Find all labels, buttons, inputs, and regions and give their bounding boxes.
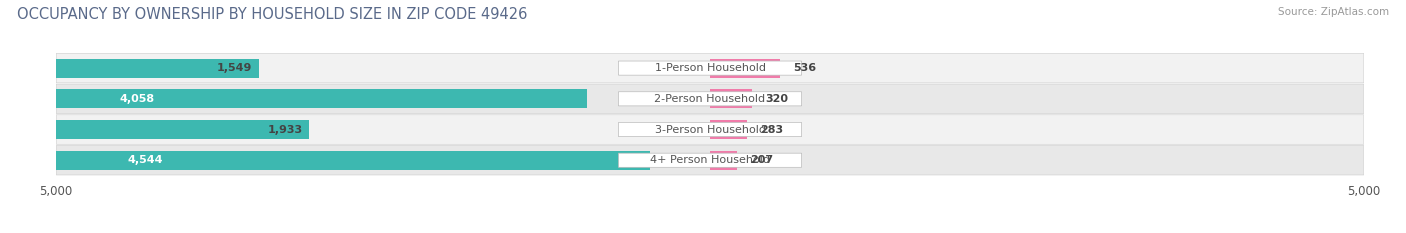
Text: OCCUPANCY BY OWNERSHIP BY HOUSEHOLD SIZE IN ZIP CODE 49426: OCCUPANCY BY OWNERSHIP BY HOUSEHOLD SIZE… [17, 7, 527, 22]
Text: 1,933: 1,933 [267, 124, 302, 134]
Text: 320: 320 [765, 94, 787, 104]
FancyBboxPatch shape [56, 84, 1364, 113]
FancyBboxPatch shape [56, 53, 1364, 83]
FancyBboxPatch shape [56, 145, 1364, 175]
Text: 4+ Person Household: 4+ Person Household [650, 155, 770, 165]
FancyBboxPatch shape [619, 61, 801, 75]
Bar [710, 151, 737, 170]
Text: 3-Person Household: 3-Person Household [655, 124, 765, 134]
Bar [710, 58, 780, 78]
Text: 2-Person Household: 2-Person Household [654, 94, 766, 104]
Bar [710, 120, 747, 139]
FancyBboxPatch shape [619, 92, 801, 106]
Bar [56, 120, 309, 139]
Text: 1,549: 1,549 [217, 63, 252, 73]
FancyBboxPatch shape [619, 123, 801, 137]
Bar [56, 58, 259, 78]
FancyBboxPatch shape [619, 153, 801, 167]
Text: 4,058: 4,058 [120, 94, 155, 104]
Bar [56, 151, 651, 170]
Text: 1-Person Household: 1-Person Household [655, 63, 765, 73]
Text: 4,544: 4,544 [128, 155, 163, 165]
Bar [710, 89, 752, 108]
Text: 536: 536 [793, 63, 817, 73]
Text: Source: ZipAtlas.com: Source: ZipAtlas.com [1278, 7, 1389, 17]
Bar [56, 89, 586, 108]
FancyBboxPatch shape [56, 115, 1364, 144]
Text: 207: 207 [751, 155, 773, 165]
Text: 283: 283 [761, 124, 783, 134]
